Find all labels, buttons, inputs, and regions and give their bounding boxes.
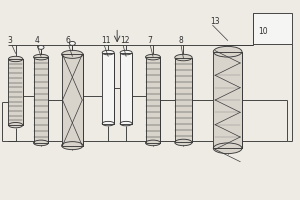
Text: 3: 3 (7, 36, 12, 45)
Bar (102, 53, 114, 124)
Text: 6: 6 (66, 36, 71, 45)
Text: 12: 12 (120, 36, 130, 45)
Bar (120, 53, 132, 124)
Text: 7: 7 (147, 36, 152, 45)
Bar (213, 52, 242, 148)
Bar (8, 59, 23, 125)
Ellipse shape (34, 140, 49, 146)
Text: 10: 10 (258, 27, 268, 36)
Ellipse shape (175, 139, 192, 146)
Bar (34, 57, 49, 143)
Ellipse shape (120, 121, 132, 126)
Ellipse shape (102, 121, 114, 126)
Ellipse shape (175, 54, 192, 61)
Ellipse shape (8, 122, 23, 128)
Ellipse shape (61, 142, 83, 150)
Text: 13: 13 (210, 17, 219, 26)
Ellipse shape (8, 56, 23, 62)
Circle shape (38, 45, 44, 49)
Bar (175, 58, 192, 142)
Ellipse shape (146, 54, 160, 60)
Bar (8, 59, 23, 125)
Ellipse shape (213, 46, 242, 57)
Ellipse shape (34, 54, 49, 60)
Text: 8: 8 (178, 36, 183, 45)
Bar (120, 53, 132, 124)
Bar (213, 52, 242, 148)
Ellipse shape (213, 143, 242, 154)
Ellipse shape (102, 50, 114, 55)
Text: 11: 11 (101, 36, 111, 45)
Bar (102, 53, 114, 124)
Ellipse shape (120, 50, 132, 55)
Ellipse shape (61, 50, 83, 58)
Ellipse shape (146, 140, 160, 146)
Bar (146, 57, 160, 143)
Circle shape (69, 41, 75, 45)
Bar (146, 57, 160, 143)
Bar (61, 54, 83, 146)
Bar (34, 57, 49, 143)
Bar (61, 54, 83, 146)
Bar (253, 13, 292, 44)
Text: 4: 4 (34, 36, 39, 45)
Bar (175, 58, 192, 142)
